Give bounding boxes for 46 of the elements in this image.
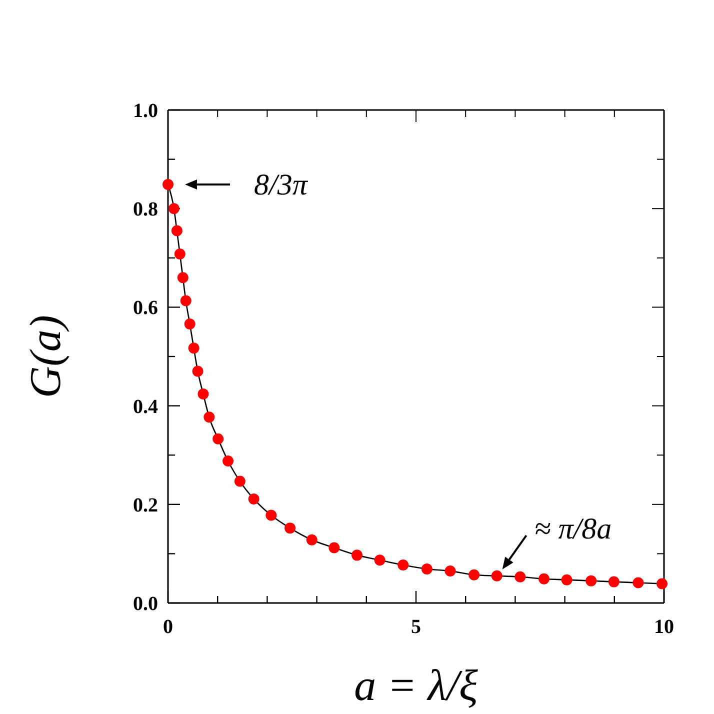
point [586, 575, 597, 586]
point [168, 203, 180, 214]
y-tick-label: 1.0 [133, 100, 158, 122]
point [248, 493, 260, 504]
point [192, 366, 204, 377]
point [398, 560, 409, 571]
annotation: 8/3π [254, 168, 308, 202]
x-tick-label: 10 [654, 616, 674, 638]
point [656, 578, 668, 590]
point [204, 412, 215, 423]
point [328, 542, 340, 554]
point [351, 550, 362, 561]
y-tick-label: 0.2 [133, 494, 158, 516]
point [374, 554, 386, 566]
y-axis-title: G(a) [21, 314, 70, 398]
point [608, 576, 620, 588]
point [171, 225, 182, 236]
point [266, 510, 277, 521]
point [174, 248, 186, 260]
point [234, 476, 246, 487]
point [222, 456, 234, 467]
point [212, 433, 224, 444]
x-tick-label: 5 [411, 616, 421, 638]
point [162, 178, 174, 190]
point [444, 565, 456, 576]
y-tick-label: 0.4 [133, 396, 158, 418]
point [468, 569, 480, 580]
y-tick-label: 0.6 [133, 297, 158, 320]
point [284, 522, 296, 534]
y-tick-label: 0.0 [133, 593, 158, 615]
point [561, 574, 572, 586]
point [180, 295, 192, 306]
point [198, 388, 209, 400]
annotation: ≈ π/8a [534, 512, 612, 546]
y-tick-label: 0.8 [133, 198, 158, 221]
point [491, 570, 502, 582]
point [538, 573, 550, 584]
point [184, 318, 196, 330]
x-tick-label: 0 [163, 616, 173, 638]
x-axis-title: a = λ/ξ [354, 661, 478, 710]
point [632, 577, 644, 588]
point [306, 534, 318, 546]
point [514, 571, 526, 582]
point [188, 342, 200, 354]
point [421, 563, 432, 574]
point [177, 272, 188, 284]
